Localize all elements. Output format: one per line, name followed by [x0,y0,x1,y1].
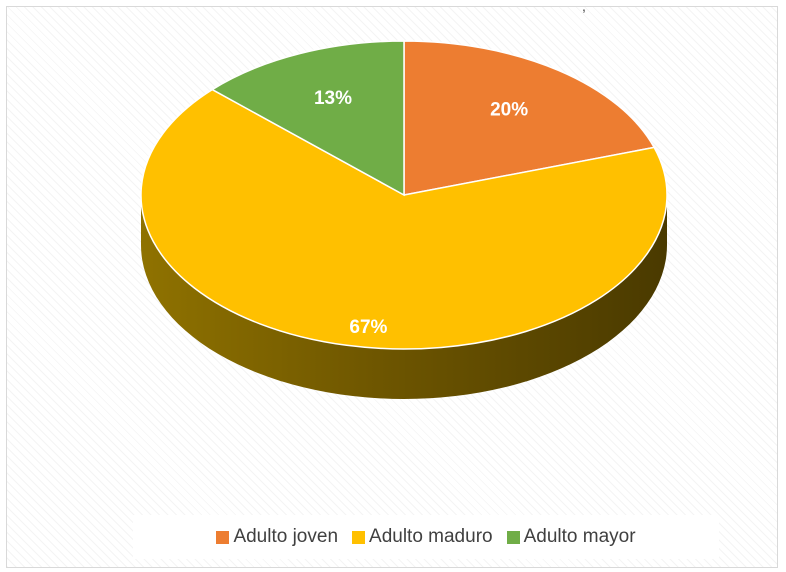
pie-sides [141,195,667,399]
legend-item-adulto-joven: Adulto joven [216,526,338,548]
pie-slices [140,40,668,350]
legend-swatch-adulto-joven [216,530,230,544]
legend-swatch-adulto-mayor [506,530,520,544]
data-label-adulto-joven: 20% [490,99,528,120]
data-label-adulto-maduro: 67% [349,317,387,338]
legend: Adulto joven Adulto maduro Adulto mayor [133,515,719,559]
pie-data-labels: 20% 67% 13% [314,88,528,338]
pie-slice-adulto-mayor [210,40,405,197]
pie-side-adulto-maduro [141,195,667,399]
legend-label: Adulto mayor [523,526,636,547]
legend-swatch-adulto-maduro [352,530,366,544]
chart-area: 20% 67% 13% Adulto joven Adulto maduro Adu… [6,6,778,568]
legend-item-adulto-mayor: Adulto mayor [506,526,636,548]
pie-slice-adulto-joven [403,40,656,196]
top-mark: , [582,0,586,14]
pie-chart: 20% 67% 13% [140,40,668,399]
pie-slice-adulto-maduro [140,88,668,350]
legend-label: Adulto joven [233,526,339,547]
legend-label: Adulto maduro [369,526,493,547]
legend-item-adulto-maduro: Adulto maduro [352,526,493,548]
data-label-adulto-mayor: 13% [314,88,352,109]
